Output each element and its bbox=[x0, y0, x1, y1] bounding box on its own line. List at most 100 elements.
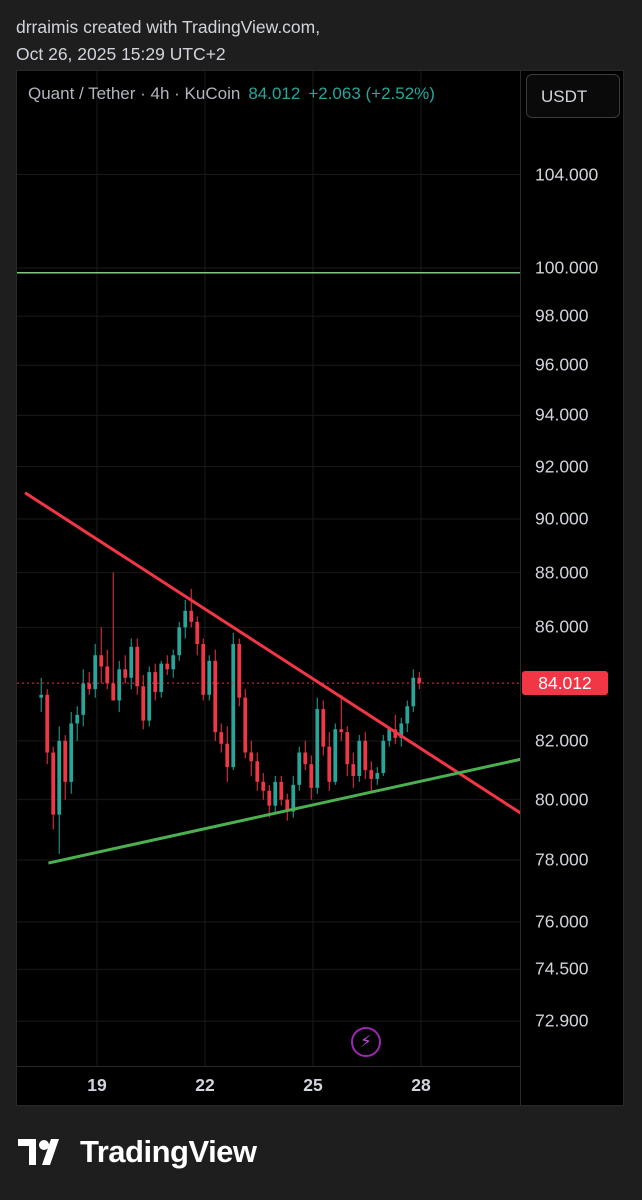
candle-body[interactable] bbox=[369, 770, 374, 779]
candle-body[interactable] bbox=[63, 740, 68, 782]
candle-body[interactable] bbox=[285, 799, 290, 812]
candle-body[interactable] bbox=[135, 646, 140, 687]
candle-body[interactable] bbox=[129, 646, 134, 678]
candle-body[interactable] bbox=[165, 663, 170, 670]
symbol-change: +2.063 (+2.52%) bbox=[308, 84, 435, 103]
time-axis-divider bbox=[16, 1066, 520, 1067]
candle-body[interactable] bbox=[309, 764, 314, 788]
chart-credit: drraimis created with TradingView.com, O… bbox=[16, 14, 320, 68]
candle-body[interactable] bbox=[141, 686, 146, 721]
candle-body[interactable] bbox=[177, 627, 182, 656]
candle-body[interactable] bbox=[345, 732, 350, 765]
time-tick-label: 19 bbox=[87, 1075, 107, 1095]
candle-body[interactable] bbox=[207, 660, 212, 695]
candle-body[interactable] bbox=[291, 784, 296, 812]
price-tick-label: 98.000 bbox=[535, 305, 589, 326]
price-tick-label: 104.000 bbox=[535, 164, 599, 185]
price-tick-label: 96.000 bbox=[535, 354, 589, 375]
price-tick-label: 92.000 bbox=[535, 456, 589, 477]
candle-body[interactable] bbox=[237, 644, 242, 698]
last-price-label: 84.012 bbox=[522, 671, 608, 696]
resistance-trendline bbox=[24, 491, 520, 815]
candle-body[interactable] bbox=[195, 621, 200, 645]
candle-body[interactable] bbox=[171, 655, 176, 670]
candle-body[interactable] bbox=[189, 610, 194, 622]
candle-body[interactable] bbox=[225, 743, 230, 768]
candle-body[interactable] bbox=[213, 660, 218, 733]
candle-body[interactable] bbox=[81, 683, 86, 715]
candle-body[interactable] bbox=[333, 729, 338, 782]
time-tick-label: 28 bbox=[411, 1075, 431, 1095]
support-trendline bbox=[48, 757, 520, 865]
candle-body[interactable] bbox=[255, 761, 260, 782]
candle-body[interactable] bbox=[123, 669, 128, 678]
credit-line-date: Oct 26, 2025 15:29 UTC+2 bbox=[16, 44, 226, 64]
candle-body[interactable] bbox=[111, 683, 116, 701]
candle-body[interactable] bbox=[327, 746, 332, 782]
symbol-legend: Quant / Tether · 4h · KuCoin 84.012 +2.063… bbox=[28, 84, 435, 104]
candle-body[interactable] bbox=[105, 666, 110, 684]
price-tick-label: 80.000 bbox=[535, 789, 589, 810]
price-tick-label: 86.000 bbox=[535, 616, 589, 637]
candle-body[interactable] bbox=[57, 740, 62, 815]
lightning-bolt-icon[interactable]: ⚡︎ bbox=[351, 1027, 381, 1057]
time-tick-label: 25 bbox=[303, 1075, 323, 1095]
candle-body[interactable] bbox=[297, 752, 302, 785]
candle-body[interactable] bbox=[45, 694, 50, 753]
candle-body[interactable] bbox=[351, 764, 356, 776]
candle-body[interactable] bbox=[303, 752, 308, 765]
time-tick-label: 22 bbox=[195, 1075, 215, 1095]
tradingview-logo-text: TradingView bbox=[80, 1134, 257, 1169]
candle-body[interactable] bbox=[315, 709, 320, 788]
symbol-title: Quant / Tether · 4h · KuCoin bbox=[28, 84, 241, 103]
candle-body[interactable] bbox=[243, 697, 248, 753]
candle-body[interactable] bbox=[219, 732, 224, 744]
candle-body[interactable] bbox=[405, 706, 410, 724]
candle-body[interactable] bbox=[321, 709, 326, 747]
candle-body[interactable] bbox=[75, 714, 80, 724]
candle-body[interactable] bbox=[93, 655, 98, 690]
candle-body[interactable] bbox=[87, 683, 92, 690]
tradingview-logo-mark-icon bbox=[18, 1137, 68, 1167]
price-tick-label: 78.000 bbox=[535, 849, 589, 870]
candle-body[interactable] bbox=[249, 752, 254, 762]
candle-body[interactable] bbox=[147, 672, 152, 721]
candle-body[interactable] bbox=[69, 723, 74, 782]
candle-body[interactable] bbox=[159, 663, 164, 692]
symbol-price: 84.012 bbox=[248, 84, 301, 103]
candle-body[interactable] bbox=[183, 610, 188, 628]
candle-body[interactable] bbox=[417, 677, 422, 684]
price-tick-label: 100.000 bbox=[535, 257, 599, 278]
candle-body[interactable] bbox=[375, 773, 380, 779]
chart-panel[interactable] bbox=[16, 70, 624, 1106]
candle-body[interactable] bbox=[153, 672, 158, 692]
candle-body[interactable] bbox=[381, 740, 386, 774]
candle-body[interactable] bbox=[357, 740, 362, 776]
currency-button[interactable]: USDT bbox=[526, 74, 620, 118]
candle-body[interactable] bbox=[99, 655, 104, 667]
candle-body[interactable] bbox=[411, 677, 416, 707]
tradingview-logo: TradingView bbox=[18, 1134, 257, 1170]
candle-body[interactable] bbox=[387, 729, 392, 741]
candle-body[interactable] bbox=[51, 752, 56, 815]
candle-body[interactable] bbox=[399, 723, 404, 738]
candle-body[interactable] bbox=[279, 781, 284, 800]
candle-body[interactable] bbox=[363, 740, 368, 771]
candle-body[interactable] bbox=[201, 644, 206, 695]
candle-body[interactable] bbox=[273, 781, 278, 806]
candle-body[interactable] bbox=[117, 669, 122, 701]
price-tick-label: 76.000 bbox=[535, 911, 589, 932]
price-tick-label: 72.900 bbox=[535, 1010, 589, 1031]
candle-body[interactable] bbox=[231, 644, 236, 768]
candle-body[interactable] bbox=[267, 790, 272, 806]
price-axis-divider bbox=[520, 70, 521, 1106]
price-tick-label: 88.000 bbox=[535, 562, 589, 583]
credit-line-author: drraimis created with TradingView.com, bbox=[16, 17, 321, 37]
candle-body[interactable] bbox=[261, 781, 266, 791]
price-tick-label: 74.500 bbox=[535, 958, 589, 979]
candle-body[interactable] bbox=[339, 729, 344, 733]
price-tick-label: 90.000 bbox=[535, 508, 589, 529]
price-tick-label: 94.000 bbox=[535, 404, 589, 425]
candle-body[interactable] bbox=[39, 694, 44, 698]
